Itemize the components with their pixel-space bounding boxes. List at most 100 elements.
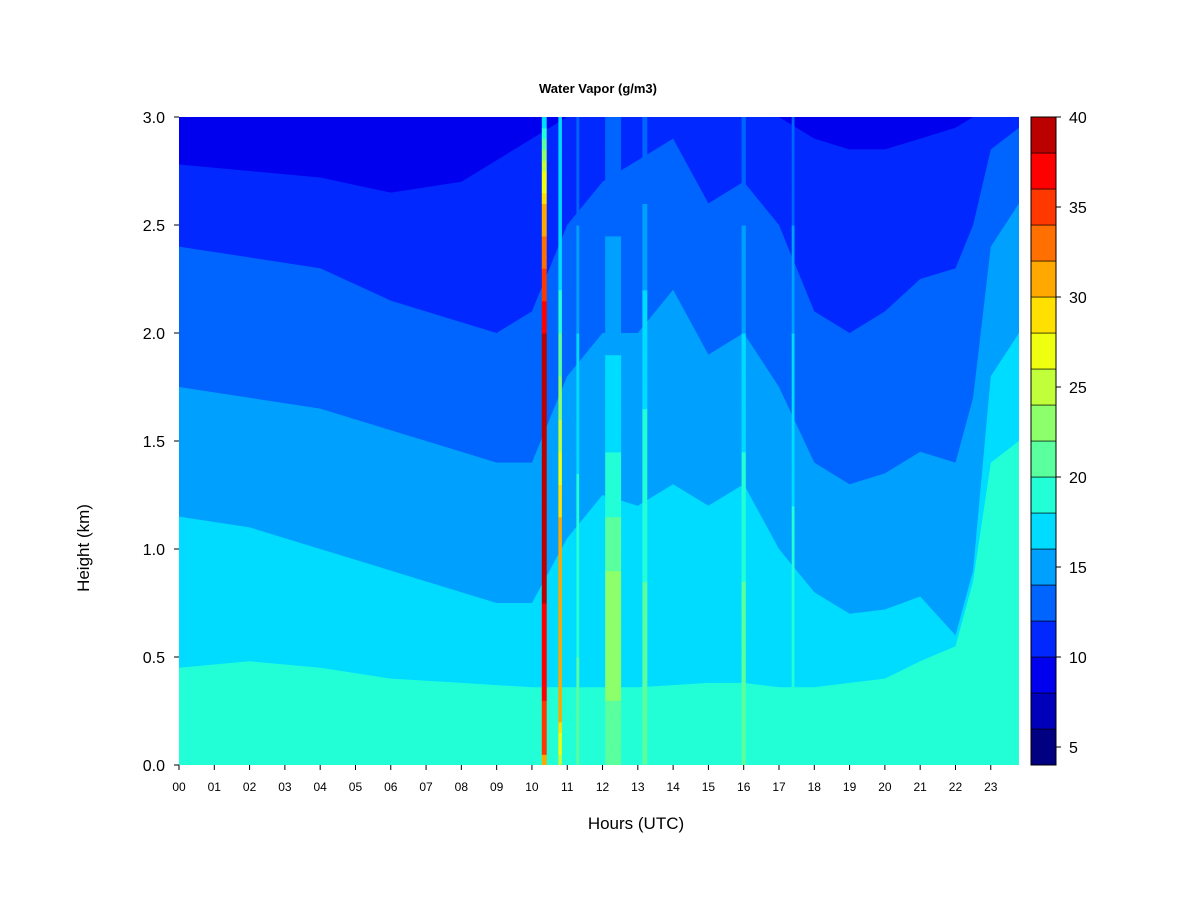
plume-cell [541,138,547,150]
plume-cell [642,667,648,680]
plume-cell [741,732,746,744]
plume-cell [642,279,648,291]
plume-cell [541,127,547,140]
plume-cell [541,516,547,528]
plume-cell [541,343,547,356]
plume-cell [791,732,795,744]
plume-cell [541,225,547,237]
plume-cell [741,678,746,690]
plume-cell [741,397,746,410]
plume-cell [741,257,746,269]
plume-cell [791,171,795,183]
plume-cell [576,268,580,280]
plume-cell [541,495,547,507]
plume-cell [741,311,746,323]
plume-cell [642,246,648,258]
colorbar-swatch [1030,224,1057,262]
plume-cell [576,624,580,636]
plume-cell [605,171,622,183]
plume-cell [558,387,562,399]
plume-cell [558,689,562,701]
plume-cell [576,549,580,561]
plume-cell [741,365,746,377]
plume-cell [576,322,580,334]
plume-cell [576,160,580,172]
plume-cell [741,700,746,712]
plume-cell [741,559,746,572]
plume-cell [642,538,648,550]
y-axis: 0.0 0.5 1.0 1.5 2.0 2.5 3.0 [143,110,179,775]
plume-cell [605,603,622,615]
plume-cell [558,484,562,496]
plume-cell [541,397,547,410]
colorbar-swatch [1030,692,1057,730]
plume-cell [642,516,648,528]
plume-cell [541,721,547,734]
plume-cell [576,721,580,734]
plume-cell [558,181,562,194]
plume-cell [605,527,622,539]
plume-cell [558,397,562,410]
plume-cell [558,592,562,604]
x-tick-label: 11 [561,780,574,794]
plume-cell [605,473,622,485]
plume-cell [541,279,547,291]
plume-cell [576,192,580,204]
colorbar-swatch [1030,548,1057,586]
plume-cell [558,225,562,237]
plume-cell [741,127,746,140]
plume-cell [576,408,580,420]
plume-cell [576,354,580,366]
plume-cell [558,138,562,150]
colorbar-tick-label: 40 [1069,110,1087,127]
plume-cell [605,570,622,582]
plume-cell [605,484,622,496]
plume-cell [605,451,622,464]
plume-cell [558,711,562,723]
plume-cell [605,613,622,626]
plume-cell [541,268,547,280]
plume-cell [791,397,795,410]
heatmap-band-16-18 [179,333,1019,765]
plume-cell [541,430,547,442]
plume-cell [642,700,648,712]
plume-cell [741,138,746,150]
colorbar-tick-label: 20 [1069,470,1087,487]
plume-cell [741,235,746,248]
plume-cell [605,667,622,680]
plume-cell [558,462,562,474]
colorbar-swatch [1030,728,1057,766]
plume-cell [605,678,622,690]
plume-cell [576,138,580,150]
plume-cell [642,387,648,399]
plume-cell [605,279,622,291]
plume-cell [605,732,622,744]
plume-cell [741,419,746,431]
plume-cell [791,127,795,140]
plume-cell [541,171,547,183]
plume-cell [558,441,562,453]
plume-cell [791,289,795,302]
x-tick-label: 00 [172,780,186,794]
plume-cell [741,754,746,765]
plume-cell [541,484,547,496]
plume-cell [541,732,547,744]
plume-cell [541,462,547,474]
colorbar-frame [1030,116,1057,766]
plume-cell [741,279,746,291]
plume-cell [791,160,795,172]
plume-cell [558,214,562,226]
plume-cell [642,570,648,582]
colorbar-swatch [1030,476,1057,514]
plot-area [179,117,1019,765]
plume-cell [558,451,562,464]
plume-cell [605,657,622,669]
plume-cell [576,603,580,615]
plume-cell [791,516,795,528]
plume-cell [576,570,580,582]
plume-cell [541,527,547,539]
plume-cell [558,322,562,334]
plume-cell [605,538,622,550]
x-tick-label: 03 [278,780,292,794]
